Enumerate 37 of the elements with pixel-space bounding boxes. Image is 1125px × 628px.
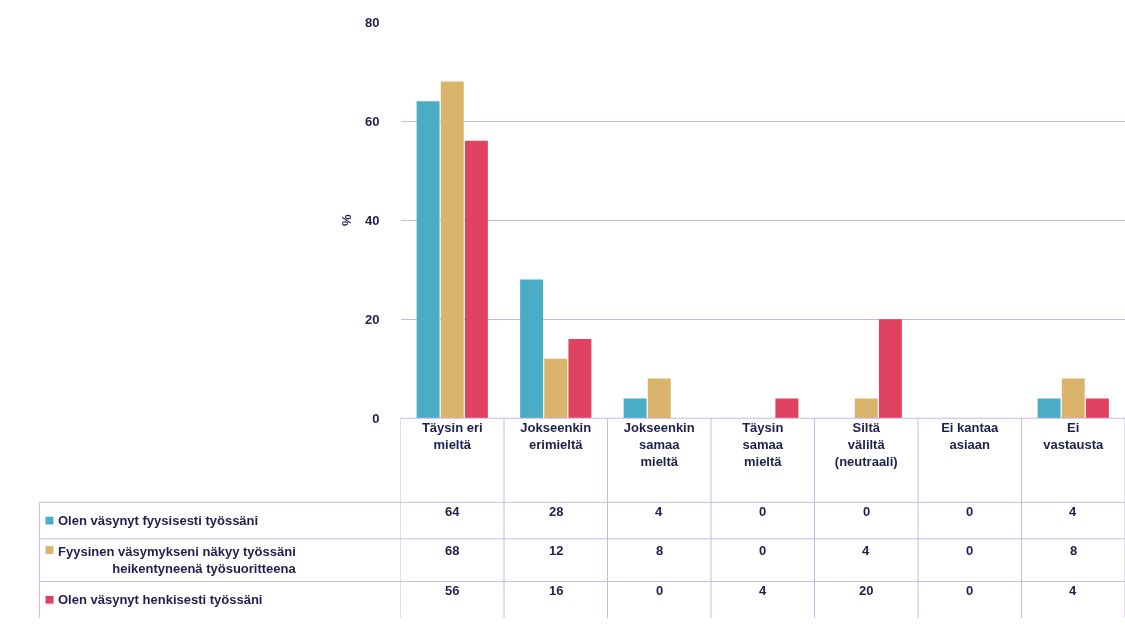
data-label: 8 <box>1070 543 1078 558</box>
y-tick-label: 0 <box>372 410 380 426</box>
x-tick-label: Ei vastausta <box>1043 420 1105 453</box>
data-label: 12 <box>549 543 564 558</box>
data-label: 64 <box>445 504 461 519</box>
data-label: 0 <box>759 543 767 558</box>
data-label: 4 <box>862 543 870 558</box>
legend-label: Olen väsynyt henkisesti työssäni <box>58 592 263 607</box>
data-label: 16 <box>549 583 564 598</box>
x-tick-label: Siltä väliltä (neutraali) <box>834 420 898 470</box>
data-label: 20 <box>859 583 874 598</box>
y-tick-label: 40 <box>365 212 380 228</box>
data-label: 4 <box>655 504 663 519</box>
data-label: 0 <box>863 504 871 519</box>
data-label: 0 <box>966 543 974 558</box>
data-label: 4 <box>1069 583 1077 598</box>
x-tick-label: Ei kantaa asiaan <box>941 420 1000 453</box>
data-label: 0 <box>966 583 974 598</box>
y-tick-label: 60 <box>365 113 380 129</box>
legend-label: Fyysinen väsymykseni näkyy työssäni heikentyneenä työsuoritteena <box>58 544 297 576</box>
y-tick-label: 80 <box>365 14 380 30</box>
data-label: 28 <box>549 504 564 519</box>
x-tick-label: Jokseenkin samaa mieltä <box>623 420 695 470</box>
legend-label: Olen väsynyt fyysisesti työssäni <box>58 513 259 528</box>
data-label: 0 <box>966 504 974 519</box>
y-tick-label: 20 <box>365 311 380 327</box>
data-label: 8 <box>656 543 664 558</box>
data-label: 0 <box>656 583 664 598</box>
x-tick-label: Täysin eri mieltä <box>421 420 483 453</box>
x-tick-label: Täysin samaa mieltä <box>742 420 784 470</box>
data-label: 56 <box>445 583 460 598</box>
data-label: 4 <box>759 583 767 598</box>
data-label: 4 <box>1069 504 1077 519</box>
data-label: 68 <box>445 543 460 558</box>
x-tick-label: Jokseenkin erimieltä <box>520 420 592 453</box>
data-label: 0 <box>759 504 767 519</box>
y-axis-title: % <box>338 213 354 226</box>
